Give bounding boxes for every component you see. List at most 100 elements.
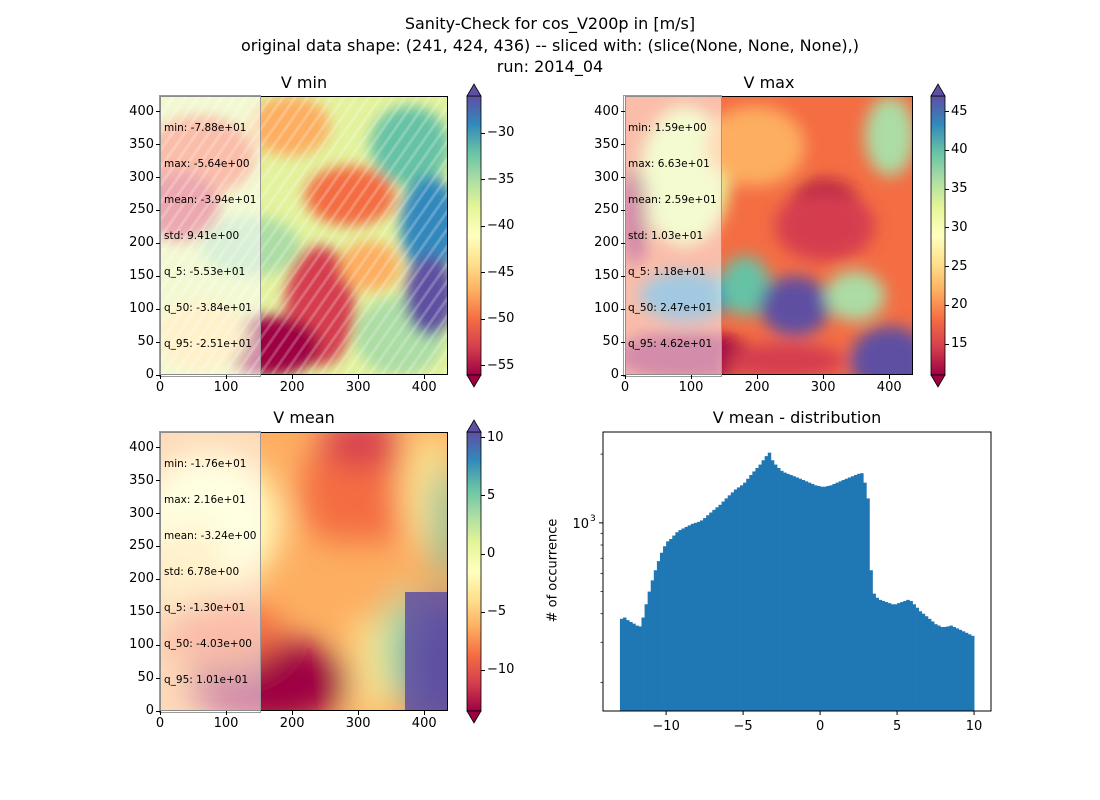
- histogram-bar: [724, 498, 729, 711]
- colorbar-tick-mark: [481, 179, 485, 181]
- x-tick-label: 200: [744, 380, 770, 395]
- y-tick-label: 400: [594, 103, 619, 119]
- stat-q50: q_50: -4.03e+00: [164, 638, 252, 650]
- y-tick-label: 350: [594, 136, 619, 152]
- colorbar-tick-label: 10: [487, 429, 504, 445]
- histogram-bar: [927, 618, 932, 711]
- histogram-x-tick-label: 10: [966, 719, 983, 734]
- histogram-y-axis-label: # of occurrence: [545, 518, 561, 623]
- histogram-bar: [672, 535, 676, 711]
- histogram-bar: [826, 486, 830, 711]
- x-tick-label: 0: [155, 716, 165, 731]
- y-tick-label: 50: [137, 670, 154, 686]
- histogram-bar: [850, 476, 855, 711]
- panel-v-min-title: V min: [280, 73, 328, 92]
- histogram-bar: [915, 607, 920, 711]
- histogram-bar: [890, 604, 895, 711]
- y-tick-label: 0: [610, 367, 619, 382]
- stat-min: min: -7.88e+01: [164, 122, 247, 134]
- histogram-x-tick-label: 0: [816, 719, 824, 734]
- histogram-bar: [961, 631, 966, 711]
- colorbar-tick-label: 45: [951, 103, 968, 119]
- y-tick-mark: [621, 275, 625, 277]
- histogram-bar: [964, 632, 969, 711]
- x-tick-label: 200: [279, 716, 305, 731]
- stat-min: min: -1.76e+01: [164, 458, 247, 470]
- histogram-bar: [749, 475, 753, 711]
- x-tick-mark: [291, 375, 293, 379]
- histogram-bar: [776, 467, 781, 711]
- x-tick-mark: [690, 375, 692, 379]
- histogram-bar: [786, 473, 790, 711]
- colorbar-tick-mark: [481, 437, 485, 439]
- histogram-bar: [934, 624, 938, 711]
- colorbar-tick-mark: [945, 111, 949, 112]
- histogram-bar: [881, 600, 886, 711]
- x-tick-label: 200: [279, 380, 305, 395]
- histogram-y-tick-exponent: 3: [590, 514, 596, 524]
- histogram-x-tick-label: −10: [652, 719, 679, 734]
- colorbar-gradient: [466, 419, 482, 724]
- histogram-bar: [718, 504, 722, 711]
- v-max-stats-box: min: 1.59e+00 max: 6.63e+01 mean: 2.59e+…: [623, 95, 722, 377]
- colorbar-tick-label: 5: [487, 487, 496, 503]
- histogram-bars: [619, 452, 975, 711]
- histogram-bar: [653, 570, 658, 711]
- colorbar-tick-mark: [481, 272, 485, 274]
- histogram-bar: [743, 482, 747, 711]
- histogram-bar: [721, 501, 726, 711]
- stat-std: std: 9.41e+00: [164, 230, 240, 242]
- y-tick-label: 300: [129, 169, 154, 185]
- histogram-bar: [669, 538, 673, 711]
- histogram-bar: [767, 452, 772, 711]
- colorbar-gradient: [466, 83, 482, 388]
- histogram-bar: [918, 611, 923, 711]
- histogram-bar: [635, 625, 639, 711]
- stat-mean: mean: -3.24e+00: [164, 530, 257, 542]
- y-tick-mark: [156, 611, 160, 613]
- histogram-bar: [638, 626, 642, 711]
- histogram-bar: [921, 613, 926, 711]
- x-tick-label: 300: [810, 380, 836, 395]
- stat-q5: q_5: -1.30e+01: [164, 602, 246, 614]
- histogram-bar: [746, 478, 750, 711]
- histogram-bar: [703, 518, 707, 711]
- y-tick-label: 0: [145, 367, 154, 382]
- histogram-bar: [903, 600, 907, 711]
- histogram-bar: [930, 621, 935, 711]
- histogram-bar: [900, 602, 904, 711]
- histogram-bar: [872, 593, 876, 711]
- y-tick-mark: [156, 447, 160, 449]
- colorbar-tick-label: −5: [487, 604, 507, 620]
- y-tick-label: 200: [129, 571, 154, 587]
- colorbar-tick-label: −35: [487, 171, 515, 187]
- histogram-bar: [764, 456, 769, 711]
- histogram-bar: [656, 561, 661, 711]
- y-tick-label: 250: [129, 538, 154, 554]
- histogram-title: V mean - distribution: [712, 408, 882, 427]
- y-tick-mark: [156, 341, 160, 343]
- histogram-bar: [955, 628, 960, 711]
- y-tick-label: 150: [129, 604, 154, 620]
- histogram-bar: [912, 604, 916, 711]
- histogram-bar: [623, 617, 627, 711]
- y-tick-mark: [156, 209, 160, 211]
- colorbar-tick-mark: [945, 227, 949, 229]
- histogram-bar: [755, 467, 759, 711]
- histogram-bar: [857, 473, 861, 711]
- histogram-bar: [958, 629, 963, 711]
- histogram-bar: [626, 620, 630, 711]
- histogram-bar: [666, 541, 670, 711]
- y-tick-mark: [156, 578, 160, 580]
- colorbar-tick-label: −45: [487, 264, 515, 280]
- y-tick-label: 350: [129, 472, 154, 488]
- stat-max: max: 2.16e+01: [164, 494, 246, 506]
- histogram-bar: [949, 625, 953, 711]
- stat-q50: q_50: -3.84e+01: [164, 302, 252, 314]
- x-tick-mark: [225, 375, 227, 379]
- histogram-bar: [952, 626, 956, 711]
- y-tick-mark: [156, 111, 160, 113]
- y-tick-mark: [156, 242, 160, 244]
- histogram-bar: [817, 486, 821, 711]
- histogram-bar: [853, 475, 858, 711]
